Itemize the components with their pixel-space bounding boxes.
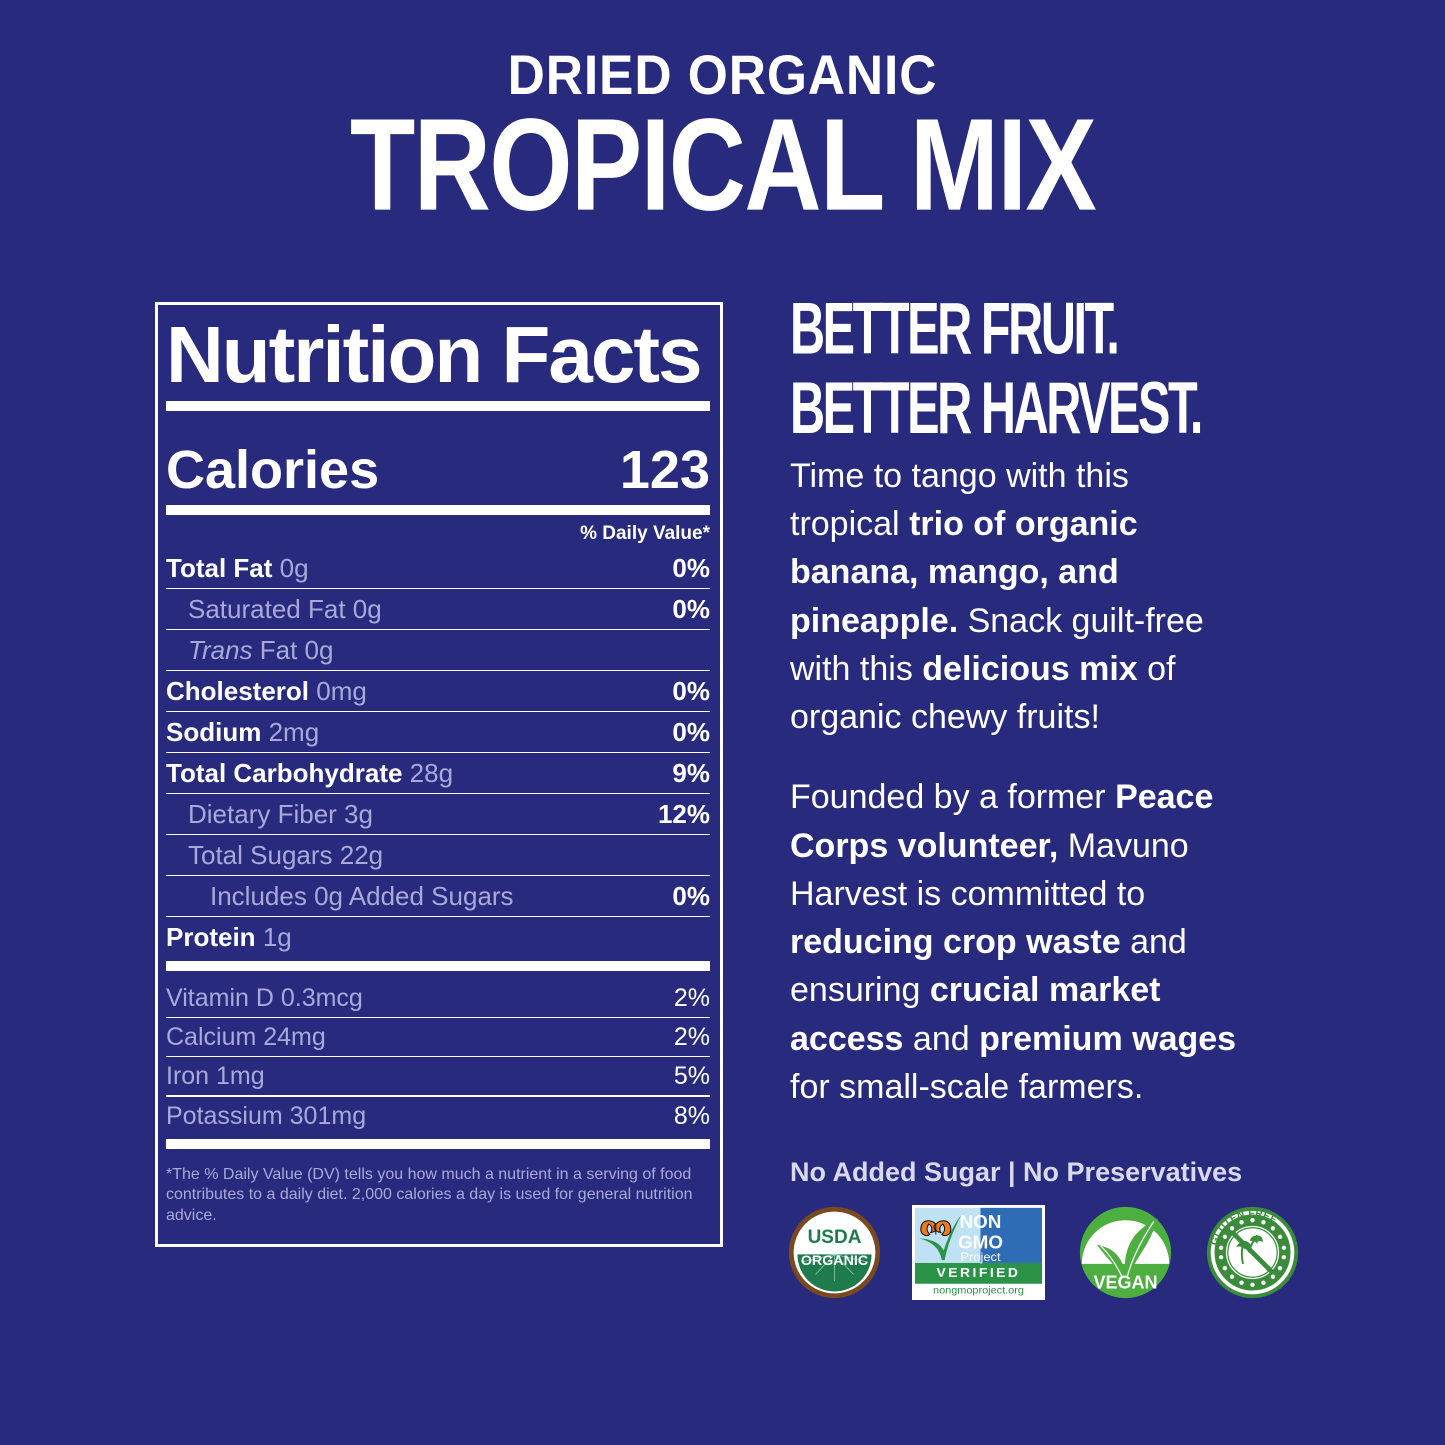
svg-text:nongmoproject.org: nongmoproject.org <box>933 1285 1024 1297</box>
svg-text:USDA: USDA <box>808 1227 862 1248</box>
svg-text:NON: NON <box>960 1211 1002 1232</box>
svg-text:VERIFIED: VERIFIED <box>937 1265 1021 1280</box>
svg-text:ORGANIC: ORGANIC <box>801 1253 868 1269</box>
svg-text:VEGAN: VEGAN <box>1093 1273 1157 1293</box>
svg-text:Project: Project <box>960 1250 1001 1264</box>
